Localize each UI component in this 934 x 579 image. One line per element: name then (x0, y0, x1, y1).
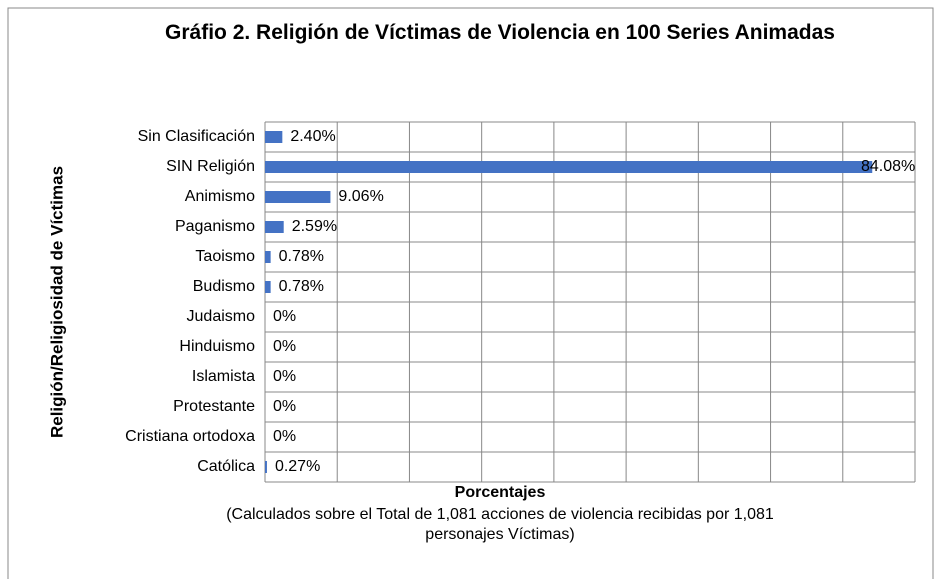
y-axis-label: Religión/Religiosidad de Víctimas (47, 166, 66, 438)
data-label: 0% (273, 308, 296, 325)
bar (265, 131, 283, 143)
chart-frame (7, 7, 934, 579)
y-tick-label: Hinduismo (179, 338, 255, 355)
y-tick-label: Islamista (192, 368, 255, 385)
y-tick-label: Animismo (185, 188, 255, 205)
bar (265, 281, 271, 293)
data-label: 2.59% (292, 218, 337, 235)
bar (265, 461, 267, 473)
data-label: 0% (273, 368, 296, 385)
data-label: 2.40% (290, 128, 335, 145)
y-tick-label: Taoismo (195, 248, 255, 265)
y-tick-label: Sin Clasificación (138, 128, 255, 145)
y-tick-label: Católica (197, 458, 255, 475)
y-tick-label: Cristiana ortodoxa (125, 428, 255, 445)
bar (265, 191, 331, 203)
bar (265, 251, 271, 263)
y-tick-label: Judaismo (187, 308, 256, 325)
data-label: 84.08% (861, 158, 915, 175)
data-label: 9.06% (338, 188, 383, 205)
chart-title: Gráfio 2. Religión de Víctimas de Violen… (165, 21, 835, 44)
y-tick-label: Paganismo (175, 218, 255, 235)
y-tick-label: Budismo (193, 278, 255, 295)
data-label: 0.78% (279, 278, 324, 295)
x-axis-sublabel: (Calculados sobre el Total de 1,081 acci… (226, 506, 774, 543)
x-axis-label: Porcentajes (454, 484, 546, 501)
data-label: 0.78% (279, 248, 324, 265)
bar (265, 221, 284, 233)
y-tick-label: SIN Religión (166, 158, 255, 175)
data-label: 0% (273, 428, 296, 445)
bar (265, 161, 873, 173)
y-tick-label: Protestante (173, 398, 255, 415)
data-label: 0.27% (275, 458, 320, 475)
data-label: 0% (273, 398, 296, 415)
data-label: 0% (273, 338, 296, 355)
